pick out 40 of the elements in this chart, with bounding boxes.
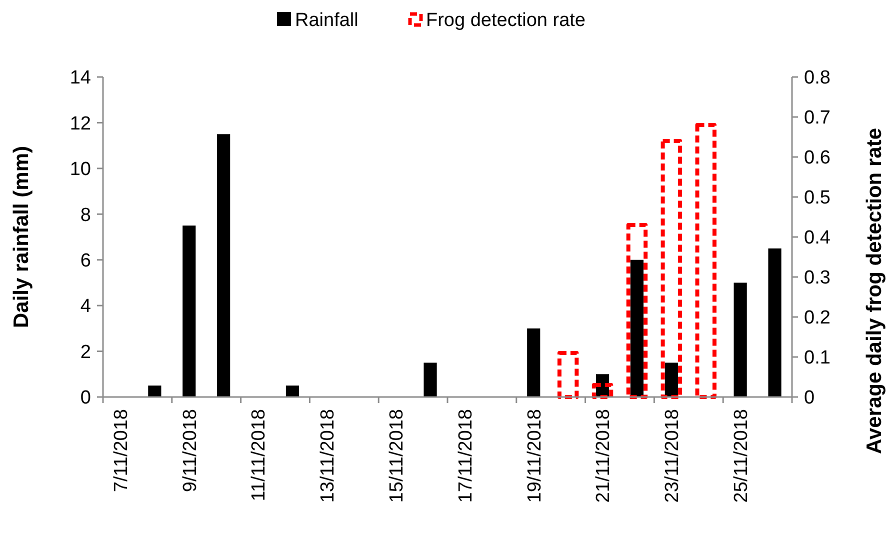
y-tick-label: 10	[70, 159, 91, 180]
bar	[768, 248, 782, 397]
legend-label: Frog detection rate	[426, 10, 586, 31]
bar	[286, 386, 300, 397]
y2-tick-label: 0.4	[804, 228, 831, 249]
y-axis-title: Daily rainfall (mm)	[10, 146, 33, 328]
y2-tick-label: 0.8	[804, 68, 830, 89]
y-tick-label: 0	[80, 388, 91, 409]
y-tick-label: 14	[70, 68, 92, 89]
x-tick-label: 21/11/2018	[593, 409, 614, 503]
y2-tick-label: 0	[804, 388, 815, 409]
y2-tick-label: 0.3	[804, 268, 830, 289]
y2-tick-label: 0.7	[804, 108, 830, 129]
x-tick-label: 23/11/2018	[662, 409, 684, 503]
bar	[734, 282, 747, 397]
x-tick-label: 15/11/2018	[386, 409, 408, 503]
y2-tick-label: 0.1	[804, 348, 830, 369]
x-tick-label: 9/11/2018	[180, 409, 201, 492]
y2-axis-title: Average daily frog detection rate	[863, 128, 886, 454]
legend-label: Rainfall	[295, 10, 358, 31]
y2-tick-label: 0.6	[804, 148, 830, 169]
y-tick-label: 4	[80, 296, 92, 318]
bar	[664, 362, 678, 397]
bar	[217, 134, 230, 397]
bar	[424, 362, 437, 397]
x-tick-label: 11/11/2018	[248, 409, 270, 502]
x-tick-label: 17/11/2018	[455, 409, 476, 503]
y2-tick-label: 0.5	[804, 188, 830, 209]
y-tick-label: 2	[80, 342, 91, 363]
bar	[148, 386, 162, 397]
y-tick-label: 12	[70, 113, 91, 134]
x-tick-label: 19/11/2018	[524, 409, 546, 503]
y2-tick-label: 0.2	[804, 308, 830, 329]
y-tick-label: 8	[80, 204, 91, 226]
bar	[527, 328, 540, 397]
y-tick-label: 6	[80, 250, 91, 272]
x-tick-label: 7/11/2018	[110, 409, 132, 492]
x-tick-label: 13/11/2018	[318, 409, 339, 503]
bar	[182, 226, 196, 397]
x-tick-label: 25/11/2018	[730, 409, 752, 503]
